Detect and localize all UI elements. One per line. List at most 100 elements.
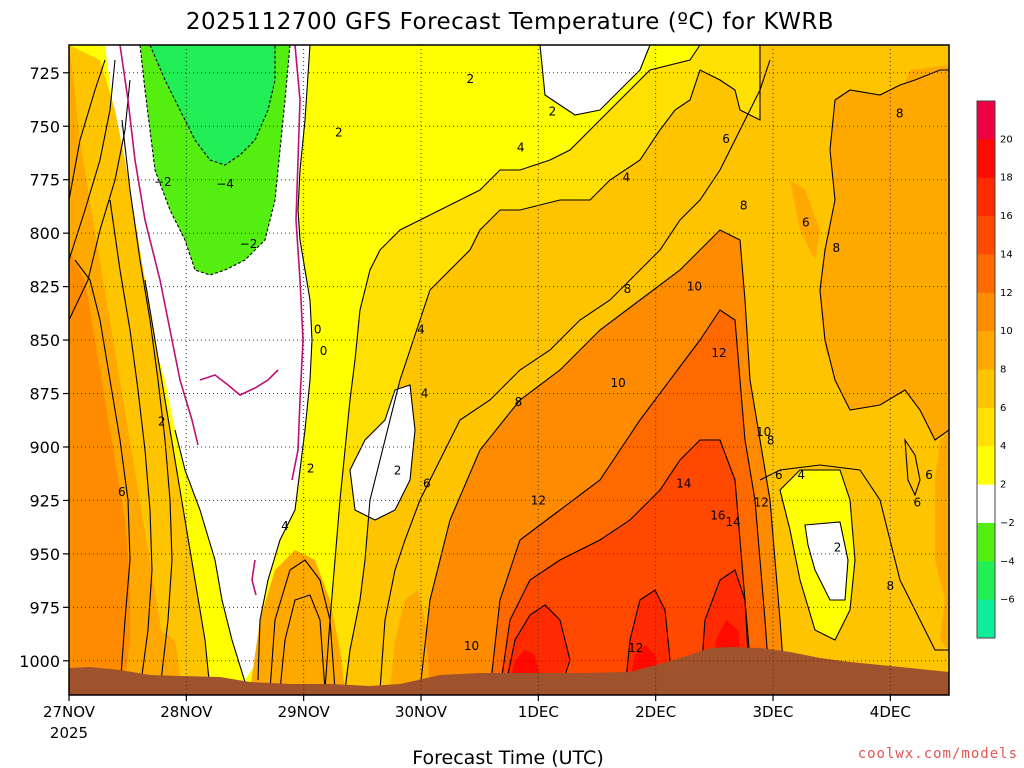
contour-line (144, 279, 211, 691)
colorbar-swatch (977, 599, 995, 639)
x-tick-label: 1DEC (518, 703, 559, 721)
x-tick-label: 30NOV (395, 703, 448, 721)
contour-label: 6 (913, 496, 921, 510)
contour-label: 8 (896, 106, 904, 120)
contour-lines (69, 45, 949, 691)
grid-lines (69, 45, 949, 695)
band-10-12-west (69, 250, 130, 680)
plot-frame (68, 44, 950, 696)
contour-line (539, 45, 651, 116)
y-axis-ticks: 725 750 775 800 825 850 875 900 925 950 975 1000 (19, 64, 69, 671)
contour-label: 10 (464, 639, 479, 653)
y-tick-label: 950 (29, 545, 60, 564)
band-neg6-neg4 (150, 45, 275, 165)
y-tick-label: 1000 (19, 652, 60, 671)
colorbar-label: 16 (1000, 211, 1013, 222)
contour-label: 14 (725, 515, 740, 529)
contour-label: 6 (118, 485, 126, 499)
contour-line (257, 45, 313, 681)
contour-line (69, 59, 116, 261)
contour-line (759, 464, 949, 651)
contour-line (489, 309, 771, 691)
contour-label: 6 (722, 132, 730, 146)
contour-line (139, 45, 291, 276)
colorbar-swatch (977, 254, 995, 294)
y-tick-label: 725 (29, 64, 60, 83)
contour-label: 6 (423, 476, 431, 490)
contour-line (324, 45, 701, 691)
negative-contours (139, 45, 291, 276)
band-16-18 (505, 570, 750, 680)
contour-label: 2 (335, 126, 343, 140)
contour-line (279, 594, 326, 691)
contour-line (379, 59, 771, 691)
zero-line (251, 559, 257, 596)
contour-line (69, 79, 131, 321)
contour-label: 10 (687, 280, 702, 294)
colorbar-swatch (977, 177, 995, 217)
contour-label: 12 (754, 496, 769, 510)
contour-line (624, 589, 671, 691)
colorbar-label: 14 (1000, 249, 1013, 260)
contour-line (149, 45, 276, 166)
contour-label: 16 (710, 508, 725, 522)
contour-label: 12 (531, 493, 546, 507)
contour-label: 2 (158, 414, 166, 428)
credit-link[interactable]: coolwx.com/models (858, 746, 1018, 762)
contour-label: 4 (797, 468, 805, 482)
colorbar-label: −2 (1000, 518, 1015, 529)
plot-area: −2−4−22224466688888810101244002622641210… (69, 45, 949, 695)
colorbar-label: 18 (1000, 173, 1013, 184)
contour-line (349, 384, 416, 521)
colorbar-swatch (977, 292, 995, 332)
colorbar-label: 2 (1000, 480, 1006, 491)
band-8-10-east (820, 70, 949, 440)
colorbar-swatch (977, 561, 995, 601)
contour-label: 8 (515, 395, 523, 409)
y-tick-label: 925 (29, 491, 60, 510)
colorbar-swatch (977, 446, 995, 486)
contour-label: 2 (394, 463, 402, 477)
contour-label: 0 (314, 322, 322, 336)
band-6-8-west (69, 45, 210, 680)
x-tick-label: 29NOV (278, 703, 331, 721)
contour-label-layer: −2−4−22224466688888810101244002622641210… (118, 72, 949, 683)
y-tick-label: 850 (29, 331, 60, 350)
zero-line (199, 369, 279, 396)
contour-label: 6 (775, 468, 783, 482)
contour-line (819, 99, 949, 441)
contour-line (344, 45, 761, 691)
x-axis-label: Forecast Time (UTC) (412, 747, 603, 768)
contour-label: 2 (549, 104, 557, 118)
contour-line (804, 521, 849, 601)
y-tick-label: 750 (29, 117, 60, 136)
band-neg2-2-pocket (350, 385, 415, 520)
contour-line (109, 199, 153, 691)
contour-label: 8 (624, 282, 632, 296)
colorbar-swatch (977, 484, 995, 524)
band-neg2-2-upper (540, 45, 650, 115)
contour-label: 10 (610, 376, 625, 390)
contour-line (74, 259, 131, 691)
y-tick-label: 825 (29, 278, 60, 297)
contour-line (504, 604, 571, 691)
colorbar-label: 4 (1000, 441, 1006, 452)
contour-line (419, 229, 786, 691)
colorbar-label: −6 (1000, 595, 1015, 606)
contour-label: −4 (216, 177, 234, 191)
contour-label: 8 (740, 198, 748, 212)
contour-label: 6 (925, 468, 933, 482)
contour-line (499, 439, 751, 691)
colorbar-frame (976, 100, 996, 639)
x-axis-ticks: 27NOV 28NOV 29NOV 30NOV 1DEC 2DEC 3DEC 4DEC (43, 695, 911, 721)
x-year-label: 2025 (50, 724, 88, 742)
contour-label: 4 (421, 387, 429, 401)
colorbar-swatch (977, 139, 995, 179)
contour-line (121, 119, 173, 691)
contour-line (174, 429, 246, 683)
contour-label: 2 (307, 461, 315, 475)
colorbar-label: 12 (1000, 288, 1013, 299)
temperature-bands (69, 45, 949, 695)
contour-line (779, 469, 856, 641)
